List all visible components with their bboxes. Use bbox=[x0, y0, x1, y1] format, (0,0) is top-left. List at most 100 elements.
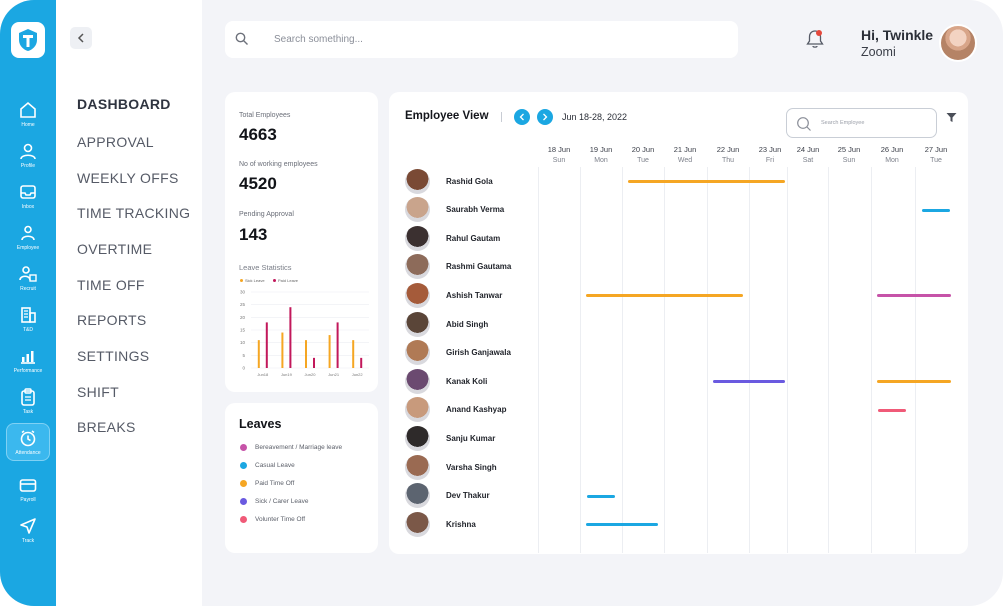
day-header: 18 Jun Sun bbox=[538, 144, 580, 166]
employee-name: Rahul Gautam bbox=[446, 233, 501, 243]
working-employees-label: No of working employees bbox=[239, 161, 318, 168]
rail-item-task[interactable]: Task bbox=[6, 382, 50, 420]
nav-item-approval[interactable]: APPROVAL bbox=[77, 134, 154, 150]
leave-bar[interactable] bbox=[586, 523, 658, 527]
user-greeting: Hi, Twinkle bbox=[861, 27, 934, 43]
bell-icon[interactable] bbox=[805, 28, 825, 50]
rail-item-employee[interactable]: Employee bbox=[6, 218, 50, 256]
grid-line bbox=[580, 167, 581, 553]
employee-row[interactable]: Saurabh Verma bbox=[405, 197, 504, 223]
employee-name: Ashish Tanwar bbox=[446, 290, 503, 300]
rail-item-attendance[interactable]: Attendance bbox=[6, 423, 50, 461]
employee-row[interactable]: Rashid Gola bbox=[405, 168, 493, 194]
employee-row[interactable]: Rashmi Gautama bbox=[405, 254, 511, 280]
x-tick-label: Jun18 bbox=[257, 372, 269, 377]
rail-item-performance[interactable]: Performance bbox=[6, 341, 50, 379]
rail-item-track[interactable]: Track bbox=[6, 511, 50, 549]
rail-item-home[interactable]: Home bbox=[6, 95, 50, 133]
card-icon bbox=[19, 479, 37, 492]
leave-bar[interactable] bbox=[713, 380, 785, 384]
leave-bar[interactable] bbox=[587, 494, 615, 498]
employee-search-input[interactable]: Search Employee bbox=[786, 108, 937, 138]
leave-color-dot bbox=[240, 498, 247, 505]
employee-row[interactable]: Sanju Kumar bbox=[405, 425, 495, 451]
nav-item-weekly-offs[interactable]: WEEKLY OFFS bbox=[77, 170, 179, 186]
rail-item-profile[interactable]: Profile bbox=[6, 136, 50, 174]
nav-item-shift[interactable]: SHIFT bbox=[77, 384, 119, 400]
employee-search-placeholder: Search Employee bbox=[821, 120, 865, 126]
employee-row[interactable]: Ashish Tanwar bbox=[405, 282, 502, 308]
rail-item-t-d[interactable]: T&D bbox=[6, 300, 50, 338]
prev-range-button[interactable] bbox=[514, 109, 530, 125]
nav-item-reports[interactable]: REPORTS bbox=[77, 312, 147, 328]
rail-item-label: Inbox bbox=[21, 204, 35, 210]
icon-rail: Home Profile Inbox Employee Recruit T&D Perfor… bbox=[0, 0, 56, 606]
nav-item-overtime[interactable]: OVERTIME bbox=[77, 241, 153, 257]
leave-bar[interactable] bbox=[586, 294, 743, 298]
nav-item-settings[interactable]: SETTINGS bbox=[77, 348, 150, 364]
employee-row[interactable]: Varsha Singh bbox=[405, 454, 497, 480]
employee-row[interactable]: Abid Singh bbox=[405, 311, 488, 337]
rail-item-recruit[interactable]: Recruit bbox=[6, 259, 50, 297]
day-weekday: Sun bbox=[842, 157, 856, 164]
employee-row[interactable]: Kanak Koli bbox=[405, 368, 487, 394]
global-search[interactable]: Search something... bbox=[225, 21, 738, 58]
employee-avatar bbox=[405, 254, 430, 280]
chart-icon bbox=[21, 351, 35, 364]
employee-name: Kanak Koli bbox=[446, 376, 488, 386]
leave-bar[interactable] bbox=[922, 208, 950, 212]
building-icon bbox=[21, 307, 36, 323]
leave-bar[interactable] bbox=[628, 180, 785, 183]
employee-row[interactable]: Rahul Gautam bbox=[405, 225, 500, 251]
day-header: 25 Jun Sun bbox=[828, 144, 870, 166]
rail-item-inbox[interactable]: Inbox bbox=[6, 177, 50, 215]
nav-item-time-tracking[interactable]: TIME TRACKING bbox=[77, 205, 191, 221]
leave-type-label: Casual Leave bbox=[255, 462, 295, 469]
employee-row[interactable]: Anand Kashyap bbox=[405, 397, 506, 423]
employee-row[interactable]: Dev Thakur bbox=[405, 483, 490, 509]
y-tick-label: 15 bbox=[240, 328, 246, 333]
rail-item-label: Task bbox=[22, 409, 34, 415]
employee-row[interactable]: Girish Ganjawala bbox=[405, 340, 511, 366]
rail-item-label: Recruit bbox=[20, 286, 36, 292]
day-header: 27 Jun Tue bbox=[915, 144, 957, 166]
nav-item-breaks[interactable]: BREAKS bbox=[77, 419, 136, 435]
employee-avatar bbox=[405, 397, 430, 423]
rail-item-label: Performance bbox=[13, 368, 43, 374]
leave-bar[interactable] bbox=[877, 380, 951, 384]
nav-item-time-off[interactable]: TIME OFF bbox=[77, 277, 145, 293]
legend-label: Paid Leave bbox=[278, 278, 299, 283]
chart-bar-paid-leave bbox=[289, 307, 292, 368]
day-date: 20 Jun bbox=[631, 145, 655, 154]
day-weekday: Tue bbox=[637, 157, 649, 164]
legend-label: Sick Leave bbox=[245, 278, 265, 283]
grid-line bbox=[707, 167, 708, 553]
notification-dot bbox=[816, 30, 822, 36]
next-range-button[interactable] bbox=[537, 109, 553, 125]
day-date: 27 Jun bbox=[924, 145, 948, 154]
collapse-button[interactable] bbox=[70, 27, 92, 49]
search-placeholder: Search something... bbox=[274, 34, 363, 45]
leave-bar[interactable] bbox=[878, 408, 906, 412]
filter-icon[interactable] bbox=[946, 112, 957, 123]
employee-name: Anand Kashyap bbox=[446, 405, 507, 415]
grid-line bbox=[538, 167, 539, 553]
employee-row[interactable]: Krishna bbox=[405, 511, 476, 537]
total-employees-label: Total Employees bbox=[239, 112, 291, 119]
company-name: Zoomi bbox=[861, 45, 896, 59]
app-logo[interactable] bbox=[11, 22, 45, 58]
employee-avatar bbox=[405, 168, 430, 194]
stats-card: Total Employees 4663 No of working emplo… bbox=[225, 92, 378, 392]
rail-item-payroll[interactable]: Payroll bbox=[6, 470, 50, 508]
avatar[interactable] bbox=[939, 24, 977, 62]
employee-name: Krishna bbox=[446, 519, 476, 529]
day-header: 24 Jun Sat bbox=[787, 144, 829, 166]
day-date: 21 Jun bbox=[673, 145, 697, 154]
day-date: 25 Jun bbox=[837, 145, 861, 154]
leave-bar[interactable] bbox=[877, 294, 951, 298]
nav-item-dashboard[interactable]: DASHBOARD bbox=[77, 96, 171, 112]
x-tick-label: Jun22 bbox=[352, 372, 364, 377]
leave-type-item: Paid Time Off bbox=[240, 480, 294, 487]
y-tick-label: 20 bbox=[240, 315, 246, 320]
day-date: 18 Jun bbox=[547, 145, 571, 154]
